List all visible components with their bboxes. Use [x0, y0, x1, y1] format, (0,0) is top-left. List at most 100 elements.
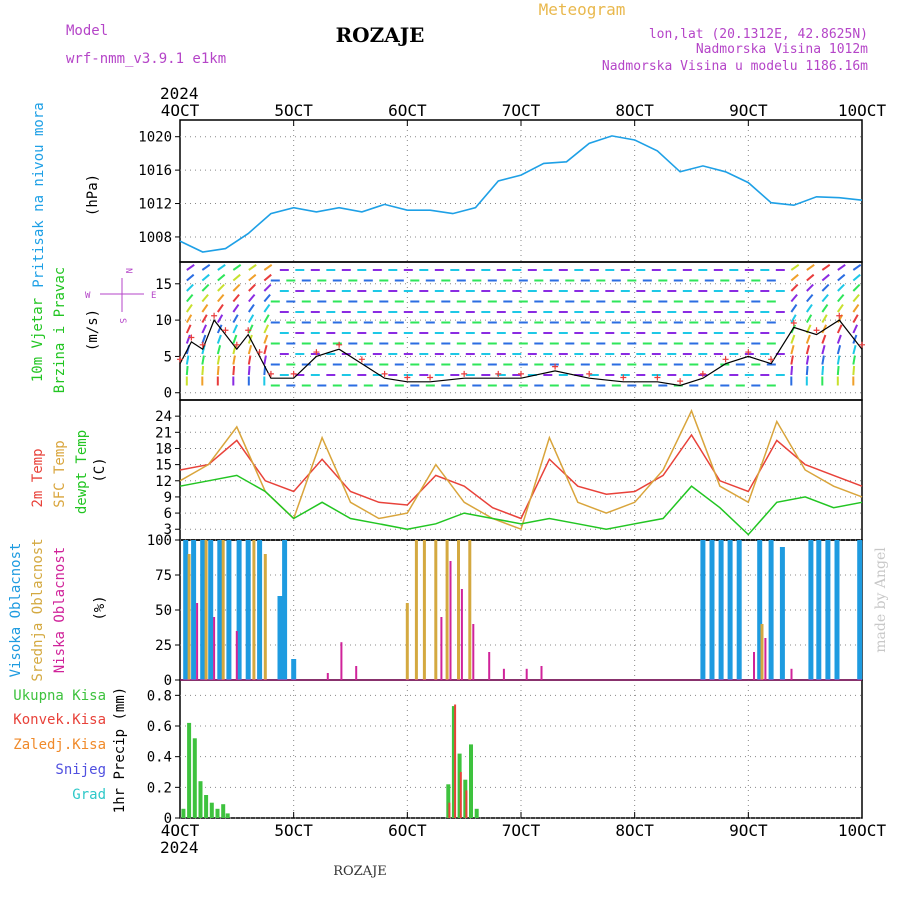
total-precip-bar: [225, 813, 230, 818]
wind-arrow-icon: [806, 304, 813, 313]
wind-gust-marker: [233, 341, 240, 348]
wind-arrow-icon: [821, 273, 830, 282]
high-cloud-bar: [208, 540, 214, 680]
wind-gust-marker: [256, 349, 263, 356]
wind-arrow-icon: [837, 273, 846, 282]
wind-arrow-icon: [821, 314, 828, 323]
wind-arrow-icon: [806, 273, 815, 282]
mid-cloud-bar: [468, 540, 472, 680]
model-elevation-text: Nadmorska Visina u modelu 1186.16m: [602, 59, 868, 74]
wind-arrows-group: [185, 263, 862, 387]
wind-arrow-icon: [821, 334, 827, 344]
wind-arrow-icon: [806, 283, 814, 292]
wind-gust-marker: [586, 370, 593, 377]
wind-arrow-icon: [263, 334, 269, 344]
wind-arrow-icon: [185, 314, 193, 323]
pressure-units: (hPa): [85, 174, 101, 216]
pressure-line: [179, 135, 863, 253]
high-cloud-bar: [200, 540, 206, 680]
wind-arrow-icon: [186, 273, 195, 282]
temp-units: (C): [92, 457, 108, 482]
temperature-y-tick-label: 3: [164, 522, 172, 538]
wind-gust-marker: [381, 370, 388, 377]
low-cloud-bar: [326, 673, 329, 680]
wind-gust-marker: [358, 356, 365, 363]
high-cloud-bar: [779, 547, 785, 680]
footer-year: 2024: [160, 838, 199, 857]
wind-arrow-icon: [790, 304, 798, 313]
wind-arrow-icon: [185, 324, 192, 334]
wind-gust-marker: [177, 356, 183, 363]
high-cloud-bar: [191, 540, 197, 680]
low-cloud-bar: [502, 668, 505, 680]
wind-arrow-icon: [232, 324, 239, 334]
high-cloud-label: Visoka Oblacnost: [8, 543, 24, 678]
low-cloud-bar: [196, 603, 199, 680]
precipitation-y-tick-label: 0.8: [147, 688, 172, 704]
mid-cloud-bar: [422, 540, 426, 680]
wind-arrow-icon: [263, 355, 267, 365]
low-cloud-bar: [449, 561, 452, 680]
total-precip-bar: [474, 808, 479, 818]
wind-arrow-icon: [790, 314, 797, 323]
high-cloud-bar: [291, 659, 297, 680]
wind-arrow-icon: [836, 324, 843, 334]
precip-legend-conv: Konvek.Kisa: [13, 712, 106, 728]
total-precip-bar: [451, 706, 456, 818]
wind-arrow-icon: [821, 263, 831, 271]
wind-arrow-icon: [790, 293, 798, 303]
plot-layer: 4OCT 4OCT 5OCT 5OCT 6OCT 6OCT 7OCT 7OCT 8OCT 8OCT…: [138, 101, 886, 840]
high-cloud-bar: [183, 540, 189, 680]
wind-arrow-icon: [216, 365, 220, 376]
high-cloud-bar: [700, 540, 706, 680]
wind-arrow-icon: [247, 365, 251, 376]
total-precip-bar: [221, 804, 226, 818]
wind-arrow-icon: [248, 263, 257, 271]
low-cloud-bar: [540, 666, 543, 680]
mid-cloud-bar: [414, 540, 418, 680]
wind-arrow-icon: [263, 283, 272, 292]
wind-arrow-icon: [790, 355, 794, 365]
wind-units: (m/s): [85, 309, 101, 351]
low-cloud-bar: [460, 589, 463, 680]
wind-arrow-icon: [821, 345, 826, 355]
wind-y-tick-label: 0: [164, 386, 172, 402]
year-top: 2024: [160, 84, 199, 103]
x-tick-label-top: 6OCT: [388, 101, 427, 120]
wind-y-tick-label: 5: [164, 349, 172, 365]
precipitation-y-tick-label: 0.6: [147, 719, 172, 735]
wind-arrow-icon: [263, 304, 271, 313]
wind-y-tick-label: 10: [155, 313, 172, 329]
wind-gust-marker: [552, 363, 559, 370]
cloud-y-tick-label: 75: [155, 568, 172, 584]
precip-units: 1hr Precip (mm): [112, 687, 128, 813]
wind-arrow-icon: [232, 365, 236, 376]
x-tick-label-bottom: 10OCT: [838, 821, 887, 840]
wind-speed-line: [179, 318, 863, 387]
high-cloud-bar: [816, 540, 822, 680]
temp2m-label: 2m Temp: [30, 448, 46, 507]
wind-arrow-icon: [263, 273, 272, 282]
compass-n: N: [123, 268, 133, 273]
temperature-y-tick-label: 21: [155, 425, 172, 441]
high-cloud-bar: [768, 540, 774, 680]
wind-gust-marker: [461, 370, 468, 377]
mid-cloud-bar: [405, 603, 409, 680]
low-cloud-bar: [213, 617, 216, 680]
x-tick-label-bottom: 6OCT: [388, 821, 427, 840]
wind-arrow-icon: [217, 263, 226, 271]
wind-arrow-icon: [790, 273, 799, 282]
convective-precip-bar: [448, 802, 451, 818]
high-cloud-bar: [857, 540, 863, 680]
wind-arrow-icon: [790, 345, 795, 355]
high-cloud-bar: [825, 540, 831, 680]
high-cloud-bar: [808, 540, 814, 680]
wind-arrow-icon: [852, 365, 856, 376]
wind-arrow-icon: [852, 304, 860, 313]
wind-arrow-icon: [217, 293, 225, 303]
wind-arrow-icon: [201, 314, 208, 323]
wind-arrow-icon: [216, 324, 223, 334]
temperature-y-tick-label: 18: [155, 441, 172, 457]
mid-cloud-label: Srednja Oblacnost: [30, 538, 46, 681]
wind-arrow-icon: [852, 345, 857, 355]
